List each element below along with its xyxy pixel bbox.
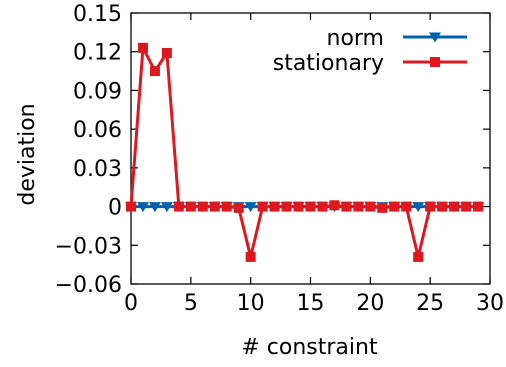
y-tick-label: −0.03 (55, 234, 122, 259)
legend-label-stationary: stationary (273, 51, 384, 76)
data-point-norm (136, 202, 149, 213)
data-point-stationary (233, 202, 244, 213)
data-point-stationary (126, 201, 136, 212)
data-point-stationary (389, 201, 400, 212)
x-tick-label: 0 (124, 291, 138, 316)
x-tick-label: 15 (297, 291, 325, 316)
x-tick-label: 5 (184, 291, 198, 316)
legend-label-norm: norm (327, 26, 385, 51)
x-tick-label: 20 (356, 291, 384, 316)
legend-marker-norm (429, 32, 441, 43)
series-layer (125, 42, 485, 262)
y-tick-label: 0.09 (73, 79, 122, 104)
data-point-stationary (329, 200, 340, 211)
axes: 0 5 10 15 20 25 30 −0.06 −0.03 0 0.03 0.06 0.09 0.12 0… (55, 2, 504, 316)
x-tick-label: 25 (416, 291, 444, 316)
y-tick-label: 0.03 (73, 157, 122, 182)
x-tick-label: 30 (476, 291, 504, 316)
data-point-stationary (293, 201, 304, 212)
data-point-stationary (437, 201, 448, 212)
series-line-stationary (129, 42, 479, 258)
data-point-stationary (473, 201, 484, 212)
data-point-stationary (245, 251, 256, 262)
data-point-stationary (449, 201, 460, 212)
data-point-norm (160, 202, 173, 213)
data-point-stationary (341, 201, 352, 212)
data-point-stationary (365, 201, 376, 212)
legend-marker-stationary (430, 57, 440, 67)
y-tick-label: 0 (108, 196, 122, 221)
data-point-stationary (413, 251, 424, 262)
data-point-stationary (161, 48, 172, 59)
data-point-stationary (281, 201, 292, 212)
x-axis-title: # constraint (241, 335, 378, 360)
y-axis-title: deviation (15, 103, 40, 205)
x-tick-label: 10 (237, 291, 265, 316)
data-point-norm (244, 202, 257, 213)
y-tick-label: 0.12 (73, 41, 122, 66)
data-point-stationary (257, 201, 268, 212)
data-point-stationary (305, 201, 316, 212)
data-point-stationary (461, 201, 472, 212)
y-tick-label: −0.06 (55, 273, 122, 298)
data-point-stationary (185, 201, 196, 212)
y-tick-label: 0.15 (73, 2, 122, 27)
data-point-stationary (317, 201, 328, 212)
data-point-stationary (149, 66, 160, 77)
data-point-stationary (425, 201, 436, 212)
data-point-norm (412, 202, 425, 213)
data-point-stationary (401, 201, 412, 212)
y-tick-label: 0.06 (73, 118, 122, 143)
data-point-stationary (197, 201, 208, 212)
data-point-stationary (221, 201, 232, 212)
data-point-stationary (269, 201, 280, 212)
data-point-stationary (209, 201, 220, 212)
data-point-stationary (173, 201, 184, 212)
data-point-norm (148, 202, 161, 213)
data-point-stationary (377, 202, 388, 213)
data-point-stationary (137, 42, 148, 53)
data-point-stationary (353, 201, 364, 212)
series-stationary (126, 42, 484, 262)
